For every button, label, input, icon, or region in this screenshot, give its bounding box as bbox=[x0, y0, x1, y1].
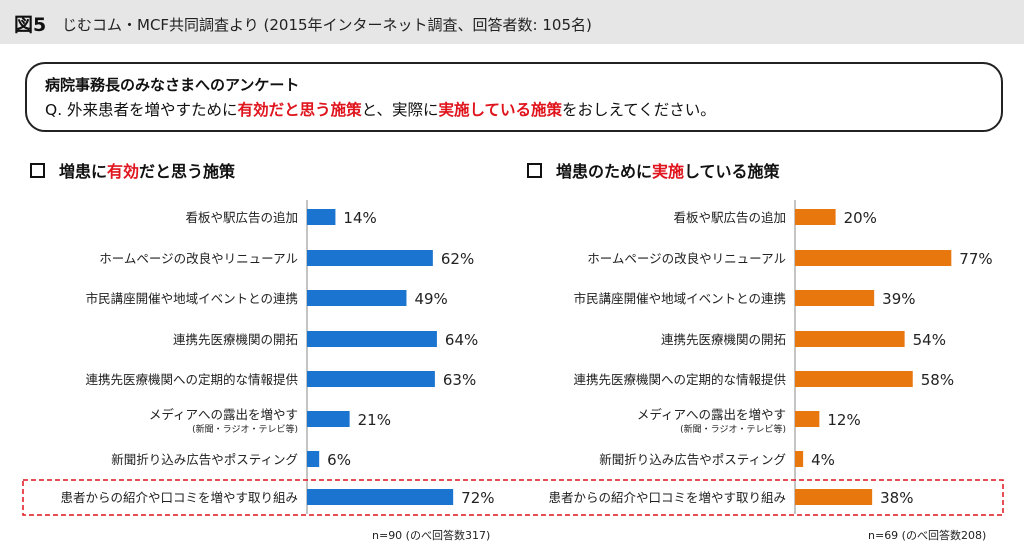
right-category-label-0: 看板や駅広告の追加 bbox=[673, 210, 786, 225]
question-box: 病院事務長のみなさまへのアンケート Q. 外来患者を増やすために有効だと思う施策… bbox=[25, 62, 1003, 132]
left-category-sublabel-5: (新聞・ラジオ・テレビ等) bbox=[192, 423, 298, 435]
left-heading-part-0: 増患に bbox=[59, 162, 108, 181]
right-category-label-5: メディアへの露出を増やす bbox=[637, 407, 786, 422]
right-heading-text: 増患のために実施している施策 bbox=[556, 162, 780, 181]
left-value-label-5: 21% bbox=[358, 411, 391, 429]
right-heading-part-0: 増患のために bbox=[556, 162, 653, 181]
right-value-label-2: 39% bbox=[882, 290, 915, 308]
figure-caption: じむコム・MCF共同調査より (2015年インターネット調査、回答者数: 105… bbox=[62, 16, 592, 34]
left-section-heading: 増患に有効だと思う施策 bbox=[30, 158, 235, 182]
right-chart-note: n=69 (のべ回答数208) bbox=[868, 529, 987, 542]
left-category-label-7: 患者からの紹介や口コミを増やす取り組み bbox=[60, 490, 298, 505]
left-value-label-2: 49% bbox=[414, 290, 447, 308]
right-category-label-6: 新聞折り込み広告やポスティング bbox=[599, 452, 786, 467]
right-bar-1 bbox=[795, 250, 952, 266]
left-category-label-3: 連携先医療機関の開拓 bbox=[173, 332, 298, 347]
left-category-label-6: 新聞折り込み広告やポスティング bbox=[111, 452, 298, 467]
left-value-label-6: 6% bbox=[327, 451, 351, 469]
left-heading-text: 増患に有効だと思う施策 bbox=[59, 162, 235, 181]
checkbox-icon bbox=[527, 163, 542, 178]
left-value-label-3: 64% bbox=[445, 331, 478, 349]
left-value-label-0: 14% bbox=[343, 209, 376, 227]
right-value-label-3: 54% bbox=[913, 331, 946, 349]
header-band bbox=[0, 0, 1024, 44]
left-bar-1 bbox=[307, 250, 433, 266]
left-bar-7 bbox=[307, 489, 454, 505]
left-value-label-1: 62% bbox=[441, 250, 474, 268]
question-parts-part-0: Q. 外来患者を増やすために bbox=[45, 101, 238, 119]
left-category-label-0: 看板や駅広告の追加 bbox=[185, 210, 298, 225]
right-section-heading: 増患のために実施している施策 bbox=[527, 158, 780, 182]
left-heading-part-2: だと思う施策 bbox=[139, 162, 236, 181]
right-value-label-0: 20% bbox=[844, 209, 877, 227]
question-parts-part-2: と、実際に bbox=[361, 101, 439, 119]
right-category-sublabel-5: (新聞・ラジオ・テレビ等) bbox=[680, 423, 786, 435]
left-category-label-2: 市民講座開催や地域イベントとの連携 bbox=[86, 291, 298, 306]
right-bar-3 bbox=[795, 331, 905, 347]
highlight-row-box bbox=[22, 479, 1004, 516]
right-category-label-7: 患者からの紹介や口コミを増やす取り組み bbox=[548, 490, 786, 505]
right-bar-2 bbox=[795, 290, 875, 306]
right-heading-part-1: 実施 bbox=[652, 162, 685, 181]
right-category-label-2: 市民講座開催や地域イベントとの連携 bbox=[574, 291, 786, 306]
right-value-label-5: 12% bbox=[827, 411, 860, 429]
right-value-label-1: 77% bbox=[959, 250, 992, 268]
left-bar-5 bbox=[307, 411, 350, 427]
left-bar-6 bbox=[307, 451, 320, 467]
right-bar-7 bbox=[795, 489, 873, 505]
question-title: 病院事務長のみなさまへのアンケート bbox=[45, 76, 300, 94]
left-bar-3 bbox=[307, 331, 437, 347]
question-text: Q. 外来患者を増やすために有効だと思う施策と、実際に実施している施策をおしえて… bbox=[45, 98, 716, 120]
right-bar-6 bbox=[795, 451, 804, 467]
left-chart-note: n=90 (のべ回答数317) bbox=[372, 529, 491, 542]
right-bar-5 bbox=[795, 411, 820, 427]
right-value-label-4: 58% bbox=[921, 371, 954, 389]
question-parts-part-1: 有効だと思う施策 bbox=[237, 101, 362, 119]
right-value-label-6: 4% bbox=[811, 451, 835, 469]
question-parts-part-4: をおしえてください。 bbox=[562, 101, 716, 119]
left-heading-part-1: 有効 bbox=[107, 162, 140, 181]
figure-number: 図5 bbox=[14, 14, 47, 36]
checkbox-icon bbox=[30, 163, 45, 178]
left-category-label-1: ホームページの改良やリニューアル bbox=[99, 251, 298, 266]
right-category-label-3: 連携先医療機関の開拓 bbox=[661, 332, 786, 347]
left-bar-4 bbox=[307, 371, 435, 387]
right-category-label-1: ホームページの改良やリニューアル bbox=[587, 251, 786, 266]
right-bar-0 bbox=[795, 209, 836, 225]
right-value-label-7: 38% bbox=[880, 489, 913, 507]
left-bar-0 bbox=[307, 209, 336, 225]
left-value-label-4: 63% bbox=[443, 371, 476, 389]
right-bar-4 bbox=[795, 371, 913, 387]
question-parts-part-3: 実施している施策 bbox=[438, 101, 563, 119]
left-category-label-5: メディアへの露出を増やす bbox=[149, 407, 298, 422]
left-bar-2 bbox=[307, 290, 407, 306]
right-heading-part-2: している施策 bbox=[684, 162, 780, 181]
left-category-label-4: 連携先医療機関への定期的な情報提供 bbox=[85, 372, 298, 387]
left-value-label-7: 72% bbox=[461, 489, 494, 507]
right-category-label-4: 連携先医療機関への定期的な情報提供 bbox=[573, 372, 786, 387]
